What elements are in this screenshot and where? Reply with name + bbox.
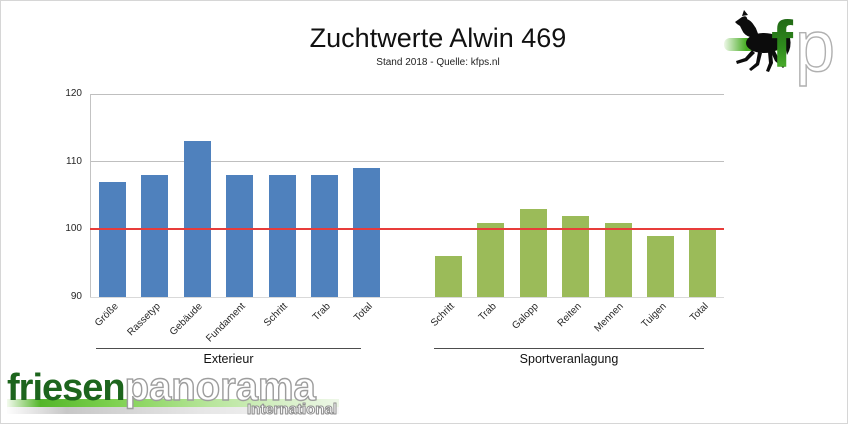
bar-schritt (268, 175, 296, 297)
green-stripe (7, 399, 339, 407)
bar-trab (477, 222, 505, 297)
wordmark-friesen: friesen (7, 367, 126, 409)
y-tick-120: 120 (65, 88, 82, 99)
wordmark-text: friesenpanorama (7, 364, 317, 410)
friesenpanorama-wordmark: friesenpanorama International (7, 364, 339, 423)
chart-subtitle: Stand 2018 - Quelle: kfps.nl (376, 57, 500, 68)
logo-letter-f: f (771, 7, 794, 81)
horse-icon (735, 10, 791, 72)
bar-galopp (519, 209, 547, 297)
group-underline-exterieur (96, 348, 361, 349)
group-label-sportveranlagung: Sportveranlagung (519, 352, 619, 366)
bar-schritt (435, 256, 462, 297)
gridline-90 (90, 296, 724, 298)
bar-tuigen (647, 236, 674, 297)
gridline-110 (90, 161, 724, 163)
bar-total (353, 168, 381, 297)
reference-line-100 (90, 228, 724, 231)
gridline-120 (90, 93, 724, 95)
x-label-schritt: Schritt (428, 301, 457, 329)
bar-trab (311, 175, 338, 297)
logo-letter-p: p (795, 7, 835, 87)
x-label-größe: Größe (92, 301, 121, 329)
bar-gebäude (183, 141, 211, 297)
chart-title: Zuchtwerte Alwin 469 (309, 23, 567, 53)
friesenpanorama-emblem: f p (724, 7, 836, 88)
bar-mennen (604, 222, 632, 297)
bar-rassetyp (141, 175, 169, 297)
wordmark-panorama: panorama (124, 364, 317, 409)
wordmark-international: International (246, 401, 337, 419)
y-tick-90: 90 (70, 291, 82, 302)
y-tick-110: 110 (66, 155, 82, 167)
group-label-exterieur: Exterieur (203, 352, 254, 366)
y-axis-line (90, 94, 91, 297)
bar-total (689, 229, 717, 297)
gray-stripe (7, 407, 339, 414)
bar-größe (99, 181, 126, 297)
y-tick-100: 100 (65, 223, 82, 235)
group-underline-sportveranlagung (434, 348, 704, 349)
bar-fundament (226, 175, 254, 297)
